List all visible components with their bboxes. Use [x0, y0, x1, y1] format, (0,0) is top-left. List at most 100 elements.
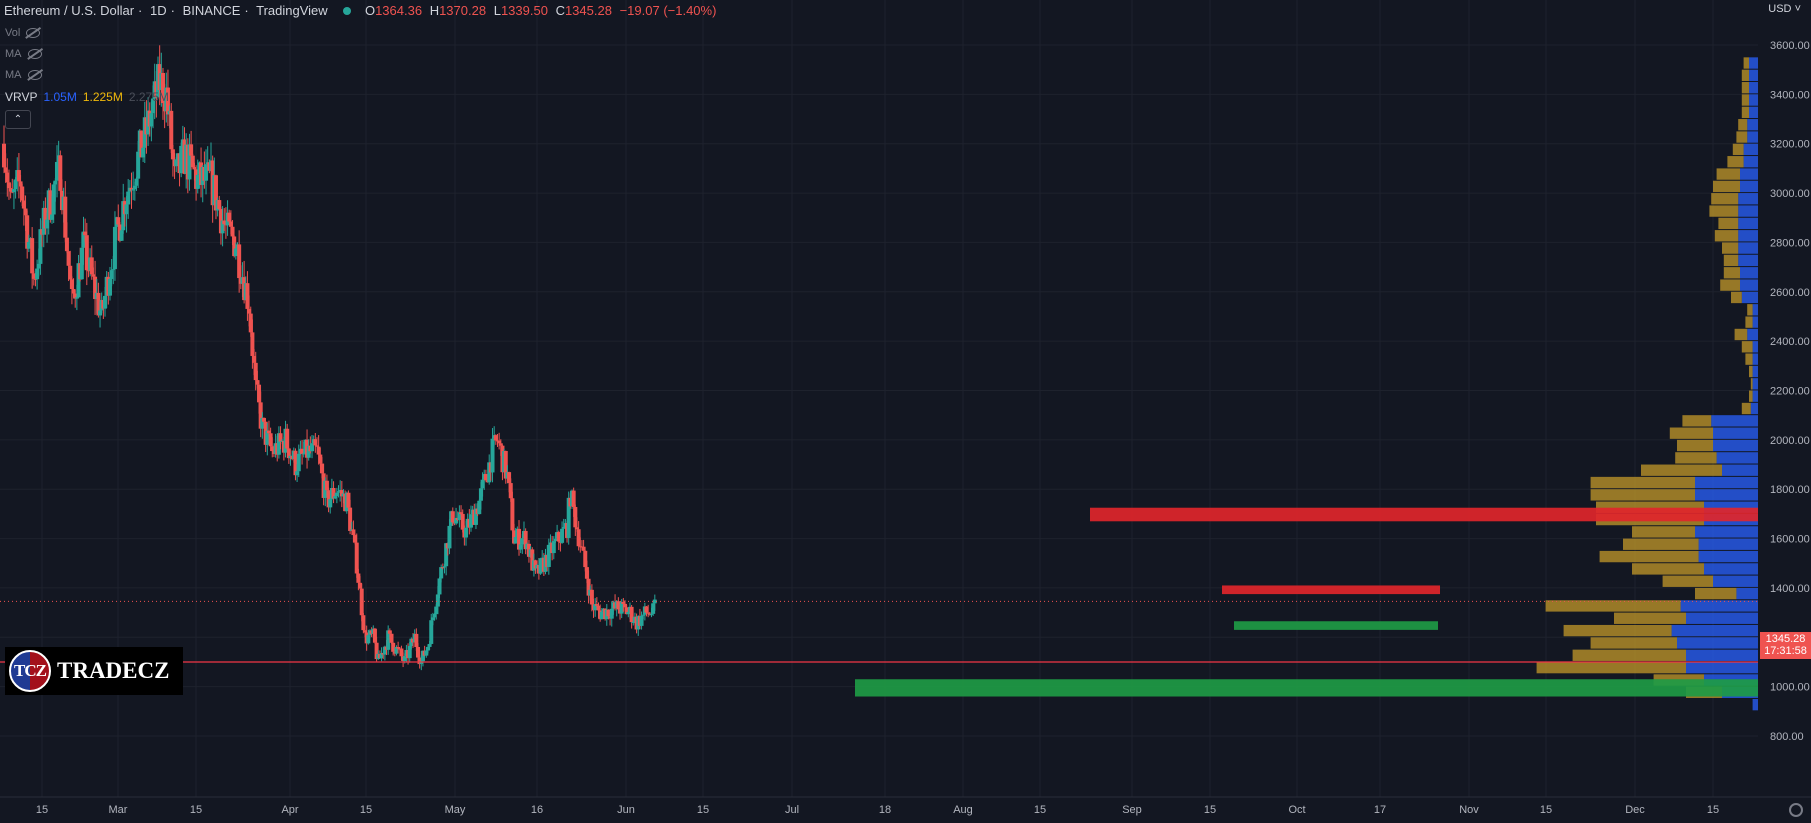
candle-body — [518, 544, 523, 550]
candle-body — [546, 544, 551, 567]
interval[interactable]: 1D — [150, 3, 167, 18]
currency-selector[interactable]: USD ˅ — [1768, 3, 1801, 15]
candle-body — [444, 543, 449, 567]
vrvp-total-volume: 2.275M — [128, 90, 169, 104]
candle-body — [571, 490, 576, 507]
candle-body — [261, 417, 266, 422]
symbol-name[interactable]: Ethereum / U.S. Dollar — [4, 3, 135, 18]
vp-up-bar — [1740, 180, 1758, 193]
horizontal-lines — [0, 600, 1758, 663]
currency-label: USD — [1768, 3, 1792, 15]
candle-body — [213, 175, 218, 211]
vp-down-bar — [1572, 649, 1686, 661]
candle-body — [257, 384, 262, 403]
vp-down-bar — [1641, 464, 1722, 476]
vp-down-bar — [1669, 427, 1713, 439]
candle-body — [328, 499, 333, 508]
candle-body — [589, 589, 594, 605]
candle-body — [84, 235, 89, 271]
open-value: 1364.36 — [375, 3, 423, 18]
candle-body — [425, 646, 430, 651]
candle-body — [560, 528, 565, 543]
time-tick-label: Oct — [1288, 804, 1305, 816]
candle-body — [366, 635, 371, 644]
candle-body — [361, 615, 366, 631]
candle-body — [48, 190, 53, 220]
open-label: O — [364, 3, 376, 18]
hidden-eye-icon[interactable] — [27, 49, 42, 59]
candle-body — [107, 278, 112, 296]
vp-up-bar — [1749, 94, 1758, 106]
indicator-ma-2[interactable]: MA — [5, 69, 42, 81]
candle-body — [619, 601, 624, 614]
candle-body — [460, 513, 465, 530]
vp-down-bar — [1731, 291, 1742, 304]
vp-down-bar — [1714, 230, 1739, 242]
vp-down-bar — [1750, 378, 1753, 390]
vp-down-bar — [1711, 193, 1739, 205]
vp-up-bar — [1747, 131, 1758, 143]
vp-up-bar — [1695, 526, 1758, 538]
indicator-vol[interactable]: Vol — [5, 27, 41, 39]
candle-body — [250, 332, 255, 356]
candle-body — [629, 606, 634, 623]
vp-up-bar — [1752, 378, 1758, 390]
candle-body — [187, 144, 192, 180]
vp-down-bar — [1743, 57, 1749, 69]
candle-body — [473, 508, 478, 525]
time-tick-label: 15 — [1034, 804, 1046, 816]
candle-body — [457, 512, 462, 520]
vp-up-bar — [1704, 563, 1758, 575]
vp-down-bar — [1738, 119, 1748, 131]
green-zone — [1234, 621, 1438, 630]
candle-body — [141, 147, 146, 158]
candle-body — [8, 188, 13, 192]
vp-up-bar — [1749, 57, 1758, 69]
logo-text: TRADECZ — [57, 658, 170, 683]
vp-up-bar — [1749, 69, 1758, 82]
candle-body — [626, 612, 631, 615]
vp-up-bar — [1722, 464, 1758, 476]
vp-up-bar — [1740, 267, 1758, 279]
grid — [0, 0, 1758, 797]
vp-down-bar — [1695, 587, 1737, 600]
vp-up-bar — [1704, 501, 1758, 513]
candle-body — [331, 488, 336, 499]
candle-body — [346, 492, 351, 508]
candle-body — [649, 613, 654, 615]
candle-body — [624, 607, 629, 615]
settings-gear-icon[interactable] — [1789, 803, 1803, 817]
time-tick-label: 18 — [879, 804, 891, 816]
indicator-vrvp[interactable]: VRVP 1.05M 1.225M 2.275M — [5, 90, 169, 104]
candle-body — [394, 646, 399, 654]
candle-body — [149, 113, 154, 127]
vp-up-bar — [1698, 538, 1758, 550]
vp-down-bar — [1563, 624, 1672, 637]
candle-body — [160, 72, 165, 104]
hidden-eye-icon[interactable] — [27, 70, 42, 80]
vp-down-bar — [1727, 156, 1744, 168]
candle-body — [131, 189, 136, 191]
indicator-ma-1[interactable]: MA — [5, 48, 42, 60]
collapse-legend-button[interactable]: ⌃ — [5, 110, 31, 129]
candle-body — [286, 448, 291, 459]
candle-body — [561, 527, 566, 529]
vp-up-bar — [1750, 402, 1758, 415]
candle-body — [63, 196, 68, 238]
hidden-eye-icon[interactable] — [26, 28, 41, 38]
candle-body — [54, 161, 59, 181]
candle-body — [387, 630, 392, 634]
vp-up-bar — [1713, 439, 1758, 452]
vp-up-bar — [1752, 390, 1758, 402]
vp-down-bar — [1741, 341, 1753, 353]
candle-body — [296, 453, 301, 472]
candle-body — [464, 527, 469, 538]
candle-body — [126, 191, 131, 205]
candle-body — [450, 511, 455, 523]
candle-body — [439, 567, 444, 579]
chevron-down-icon: ˅ — [1794, 3, 1801, 15]
vp-up-bar — [1747, 119, 1758, 131]
candle-body — [121, 201, 126, 231]
candle-body — [530, 549, 535, 571]
